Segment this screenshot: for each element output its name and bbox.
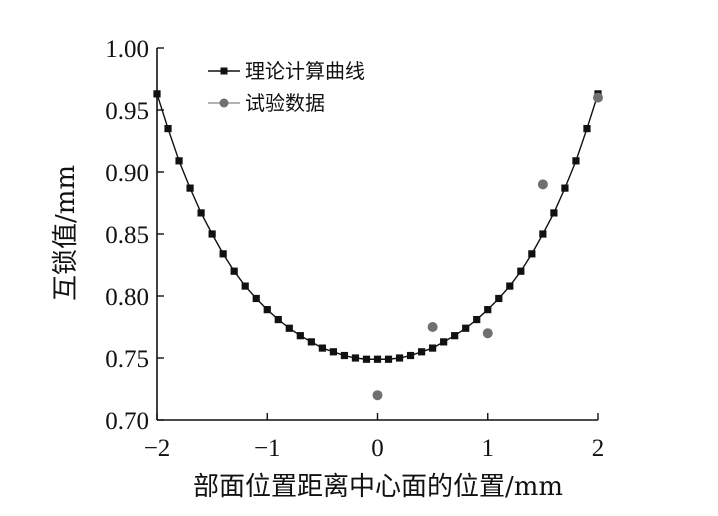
theory-point xyxy=(351,354,360,362)
x-axis-title: 部面位置距离中心面的位置/mm xyxy=(193,472,563,502)
x-tick-label: −1 xyxy=(254,435,281,462)
theory-point xyxy=(296,332,304,340)
experiment-point xyxy=(372,390,383,401)
theory-point xyxy=(418,348,426,356)
theory-point xyxy=(528,250,536,258)
theory-point xyxy=(484,306,492,314)
theory-point xyxy=(539,230,547,238)
x-tick-label: −2 xyxy=(144,435,171,462)
theory-point xyxy=(517,267,525,275)
theory-point xyxy=(307,338,315,346)
y-tick-label: 0.85 xyxy=(105,222,149,249)
theory-point xyxy=(208,230,216,238)
theory-point xyxy=(153,90,161,98)
experiment-data-series xyxy=(372,92,603,401)
y-tick-label: 0.75 xyxy=(105,346,149,373)
theory-point xyxy=(197,209,205,217)
theory-point xyxy=(186,184,194,192)
theory-point xyxy=(285,324,293,332)
theory-point xyxy=(462,324,470,332)
theory-point xyxy=(429,344,437,352)
y-tick-label: 0.70 xyxy=(105,408,149,435)
theory-point xyxy=(219,250,227,258)
theory-point xyxy=(495,294,503,303)
theory-point xyxy=(274,315,282,324)
legend-label-theory: 理论计算曲线 xyxy=(245,59,365,83)
theory-point xyxy=(440,338,448,346)
theory-point xyxy=(318,344,326,352)
experiment-point xyxy=(593,92,603,103)
theory-point xyxy=(230,267,238,275)
theory-point xyxy=(263,306,271,314)
x-tick-label: 0 xyxy=(371,435,384,462)
theory-point xyxy=(572,157,580,165)
experiment-point xyxy=(482,328,493,339)
theory-point xyxy=(561,184,569,192)
theory-point xyxy=(175,157,183,165)
theory-point xyxy=(329,348,337,356)
theory-point xyxy=(164,125,172,133)
y-tick-label: 0.90 xyxy=(105,160,149,187)
legend-circle-marker xyxy=(219,98,229,108)
theory-point xyxy=(406,351,415,360)
x-tick-label: 2 xyxy=(592,435,605,462)
theory-point xyxy=(550,209,558,217)
y-axis-title: 互锁值/mm xyxy=(51,165,81,301)
theory-curve-line xyxy=(156,93,599,360)
theory-point xyxy=(252,294,260,303)
y-tick-label: 1.00 xyxy=(105,36,149,63)
theory-point xyxy=(583,125,591,133)
theory-point xyxy=(362,355,371,363)
legend-square-marker xyxy=(220,67,228,75)
theory-point xyxy=(340,351,349,360)
theory-point xyxy=(384,355,393,363)
theory-curve-series xyxy=(153,90,602,363)
x-tick-label: 1 xyxy=(482,435,495,462)
theory-point xyxy=(451,332,459,340)
legend: 理论计算曲线 试验数据 xyxy=(208,59,365,115)
y-tick-label: 0.80 xyxy=(105,284,149,311)
theory-point xyxy=(506,282,514,290)
y-tick-label: 0.95 xyxy=(105,98,149,125)
theory-point xyxy=(373,355,382,363)
theory-point xyxy=(395,354,404,362)
axes: 0.70 0.75 0.80 0.85 0.90 0.95 1.00 −2 −1 0 1 2 xyxy=(105,36,604,462)
theory-point xyxy=(473,315,481,324)
theory-point xyxy=(241,282,249,290)
experiment-point xyxy=(537,179,548,190)
experiment-point xyxy=(427,322,438,332)
legend-label-experiment: 试验数据 xyxy=(245,91,325,115)
